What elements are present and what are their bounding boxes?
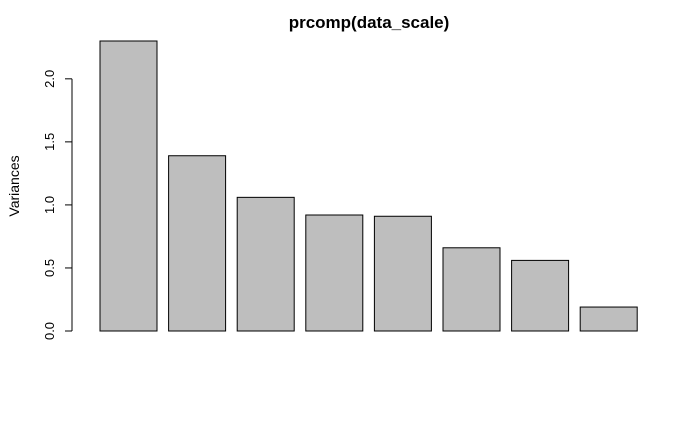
y-tick-label: 1.5: [42, 133, 57, 151]
bars: [99, 40, 638, 332]
y-axis: 0.0 0.5 1.0 1.5 2.0: [42, 70, 73, 340]
y-tick-label: 0.0: [42, 322, 57, 340]
bar-3: [236, 196, 295, 332]
y-tick-label: 0.5: [42, 259, 57, 277]
y-tick-label: 1.0: [42, 196, 57, 214]
bar-8: [579, 306, 638, 332]
y-axis-label: Variances: [6, 155, 22, 216]
bar-6: [442, 247, 501, 332]
bar-7: [511, 259, 570, 332]
bar-1: [99, 40, 158, 332]
y-tick-label: 2.0: [42, 70, 57, 88]
bar-5: [373, 215, 432, 332]
bar-4: [305, 214, 364, 332]
chart-title: prcomp(data_scale): [289, 13, 450, 32]
bar-2: [168, 155, 227, 332]
